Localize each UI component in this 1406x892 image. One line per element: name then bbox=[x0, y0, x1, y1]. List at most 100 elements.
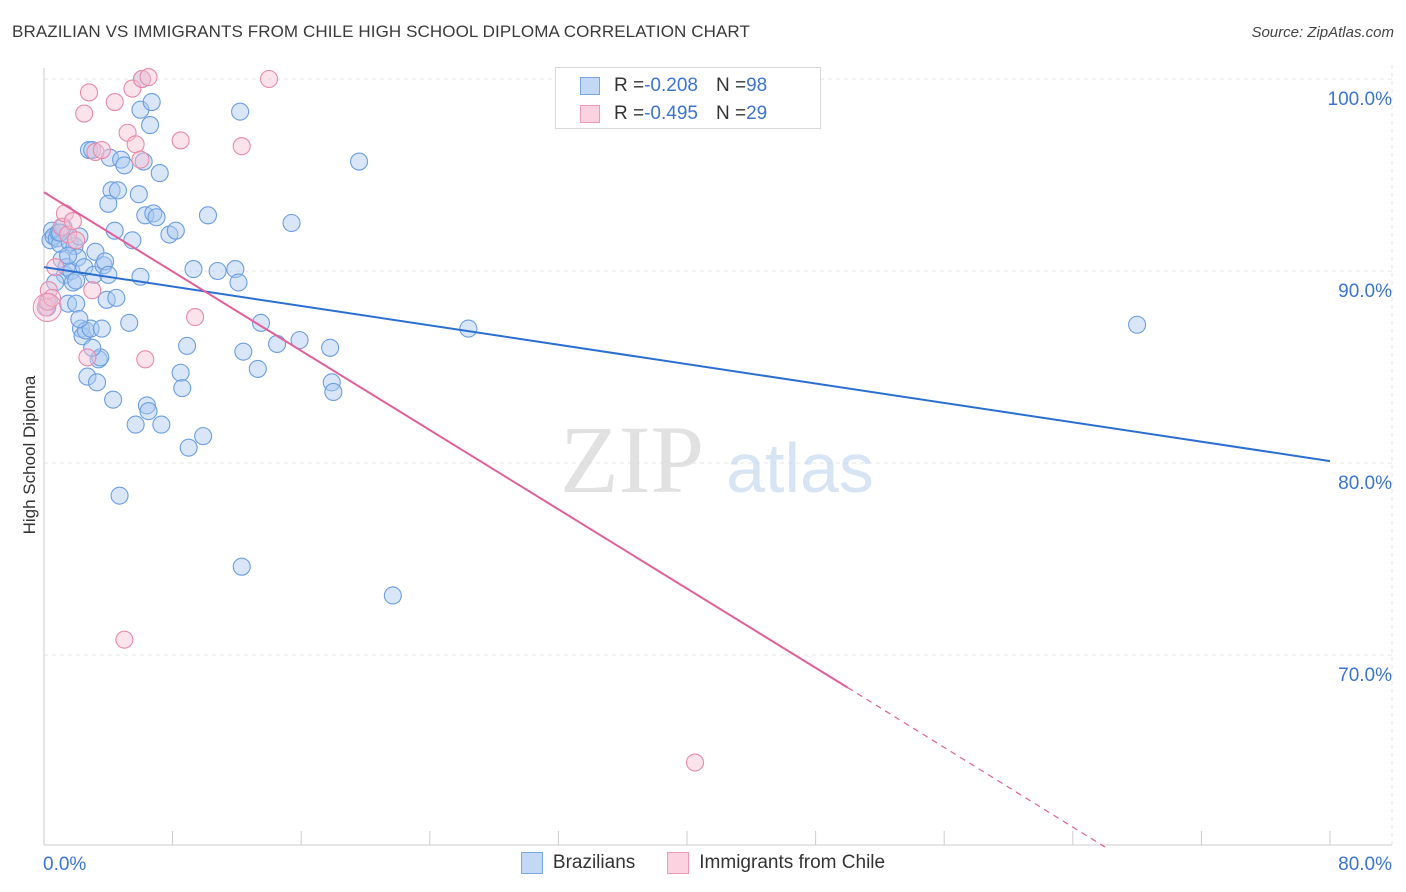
point-immigrants-from-chile bbox=[186, 308, 205, 327]
legend-item-chile[interactable]: Immigrants from Chile bbox=[667, 852, 885, 874]
point-brazilians bbox=[231, 102, 250, 121]
point-brazilians bbox=[96, 252, 115, 271]
point-immigrants-from-chile bbox=[78, 348, 97, 367]
watermark-atlas: atlas bbox=[726, 429, 874, 507]
point-immigrants-from-chile bbox=[83, 281, 102, 300]
point-brazilians bbox=[178, 336, 197, 355]
point-brazilians bbox=[87, 373, 107, 392]
point-brazilians bbox=[120, 313, 139, 332]
x-tick-label: 0.0% bbox=[43, 854, 86, 875]
y-tick-label: 90.0% bbox=[1338, 281, 1392, 302]
y-axis-label: High School Diploma bbox=[20, 375, 39, 534]
n-value: 98 bbox=[746, 75, 768, 96]
series-legend: Brazilians Immigrants from Chile bbox=[0, 852, 1406, 874]
point-brazilians bbox=[234, 342, 253, 361]
source-label: Source: ZipAtlas.com bbox=[1251, 24, 1394, 41]
legend-swatch-blue bbox=[580, 77, 600, 95]
point-brazilians bbox=[59, 246, 78, 265]
point-immigrants-from-chile bbox=[67, 231, 86, 250]
point-brazilians bbox=[86, 242, 105, 261]
y-tick-label: 70.0% bbox=[1338, 665, 1392, 686]
point-brazilians bbox=[248, 359, 267, 378]
point-brazilians bbox=[350, 152, 369, 171]
stats-legend: R = -0.208 N = 98 R = -0.495 N = 29 bbox=[555, 67, 821, 129]
point-brazilians bbox=[208, 261, 227, 281]
point-immigrants-from-chile bbox=[171, 131, 190, 150]
y-tick-label: 80.0% bbox=[1338, 473, 1392, 494]
point-immigrants-from-chile bbox=[131, 150, 150, 169]
point-brazilians bbox=[141, 116, 160, 135]
point-immigrants-from-chile bbox=[115, 630, 134, 649]
point-immigrants-from-chile bbox=[105, 92, 124, 112]
point-brazilians bbox=[290, 331, 309, 350]
point-brazilians bbox=[83, 338, 102, 357]
point-immigrants-from-chile bbox=[63, 212, 82, 231]
legend-swatch-pink bbox=[580, 105, 600, 123]
point-brazilians bbox=[112, 150, 131, 169]
point-brazilians bbox=[139, 402, 158, 421]
point-brazilians bbox=[171, 363, 190, 382]
legend-label-brazilians: Brazilians bbox=[552, 852, 636, 873]
point-brazilians bbox=[108, 181, 127, 200]
point-immigrants-from-chile bbox=[685, 753, 705, 772]
series-brazilians bbox=[38, 69, 1147, 605]
point-brazilians bbox=[322, 373, 341, 392]
point-brazilians bbox=[194, 427, 213, 446]
point-brazilians bbox=[147, 208, 166, 227]
point-brazilians bbox=[67, 294, 86, 313]
point-immigrants-from-chile bbox=[52, 217, 71, 236]
trend-lines bbox=[43, 191, 1331, 848]
point-immigrants-from-chile bbox=[75, 104, 94, 123]
point-brazilians bbox=[152, 415, 171, 434]
watermark: ZIP atlas bbox=[560, 406, 874, 513]
point-immigrants-from-chile bbox=[136, 350, 155, 369]
point-brazilians bbox=[83, 140, 102, 160]
point-brazilians bbox=[126, 415, 145, 434]
point-brazilians bbox=[198, 206, 218, 225]
point-brazilians bbox=[110, 486, 129, 505]
r-value: -0.208 bbox=[644, 75, 698, 96]
point-brazilians bbox=[459, 319, 478, 338]
trend-line-extrapolated bbox=[847, 687, 1106, 848]
point-immigrants-from-chile bbox=[79, 83, 99, 102]
point-brazilians bbox=[134, 152, 153, 171]
axes bbox=[43, 68, 1392, 846]
point-brazilians bbox=[383, 586, 402, 605]
point-brazilians bbox=[179, 438, 198, 457]
point-brazilians bbox=[166, 221, 185, 240]
trend-line-brazilians bbox=[43, 266, 1331, 463]
point-immigrants-from-chile bbox=[126, 135, 145, 154]
point-immigrants-from-chile bbox=[32, 292, 62, 322]
point-brazilians bbox=[70, 309, 89, 329]
point-brazilians bbox=[99, 265, 118, 284]
point-brazilians bbox=[226, 260, 245, 279]
point-brazilians bbox=[184, 260, 203, 279]
point-brazilians bbox=[1128, 315, 1147, 334]
point-brazilians bbox=[150, 164, 169, 183]
chart-title: BRAZILIAN VS IMMIGRANTS FROM CHILE HIGH … bbox=[12, 22, 750, 41]
legend-swatch-blue bbox=[520, 852, 543, 874]
n-value: 29 bbox=[746, 103, 768, 124]
watermark-zip: ZIP bbox=[560, 406, 704, 513]
point-brazilians bbox=[251, 313, 271, 332]
point-brazilians bbox=[324, 382, 343, 402]
legend-item-brazilians[interactable]: Brazilians bbox=[520, 852, 636, 874]
grid-lines bbox=[44, 65, 1393, 845]
point-brazilians bbox=[107, 288, 126, 307]
point-immigrants-from-chile bbox=[133, 69, 152, 89]
y-tick-label: 100.0% bbox=[1328, 89, 1393, 110]
x-tick-label: 80.0% bbox=[1338, 854, 1392, 875]
n-label: N = bbox=[715, 103, 747, 124]
point-brazilians bbox=[102, 181, 121, 200]
point-brazilians bbox=[115, 156, 134, 175]
stats-row-chile: R = -0.495 N = 29 bbox=[556, 99, 767, 129]
point-brazilians bbox=[99, 194, 118, 213]
series-immigrants-from-chile bbox=[32, 68, 705, 772]
point-immigrants-from-chile bbox=[139, 68, 158, 87]
point-brazilians bbox=[104, 390, 123, 409]
point-brazilians bbox=[67, 271, 86, 290]
legend-label-chile: Immigrants from Chile bbox=[699, 852, 886, 873]
trend-line-immigrants-from-chile bbox=[43, 191, 849, 689]
tick-labels: 100.0% 90.0% 80.0% 70.0% 0.0% 80.0% bbox=[43, 89, 1392, 875]
